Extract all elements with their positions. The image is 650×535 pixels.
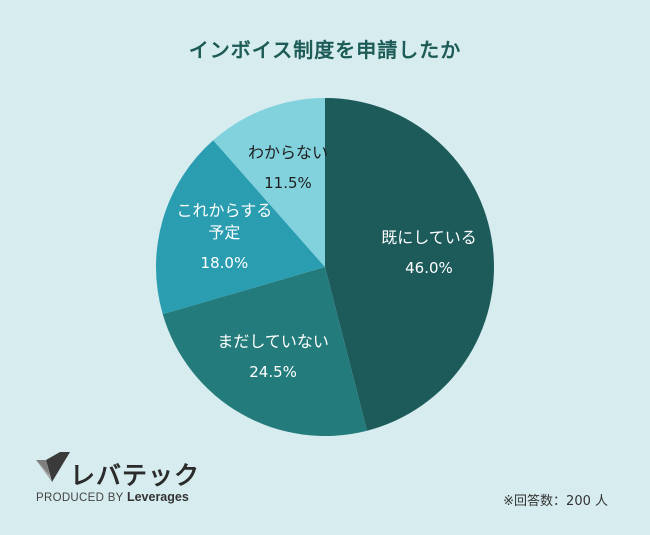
slice-label: これからする	[177, 201, 273, 220]
slice-label: わからない	[248, 143, 328, 162]
logo-subtitle: PRODUCED BY Leverages	[36, 490, 189, 504]
slice-value-label: 46.0%	[405, 259, 453, 277]
logo-sub-brand: Leverages	[126, 490, 189, 504]
pie-slice	[213, 98, 325, 267]
logo-sub-prefix: PRODUCED BY	[36, 492, 124, 504]
slice-value-label: 24.5%	[249, 363, 297, 381]
logo-name: レバテック	[70, 461, 201, 490]
slice-label: まだしていない	[217, 332, 329, 351]
slice-value-label: 11.5%	[264, 174, 312, 192]
pie-slice	[325, 98, 494, 431]
slice-label: 既にしている	[381, 228, 477, 247]
slice-value-label: 18.0%	[201, 254, 249, 272]
pie-slice	[162, 267, 368, 436]
slice-label: 予定	[208, 223, 240, 242]
response-count-note: ※回答数：200 人	[503, 494, 608, 509]
pie-slice	[156, 140, 325, 315]
chart-title: インボイス制度を申請したか	[188, 38, 462, 62]
check-mark-logo-icon	[36, 452, 70, 482]
